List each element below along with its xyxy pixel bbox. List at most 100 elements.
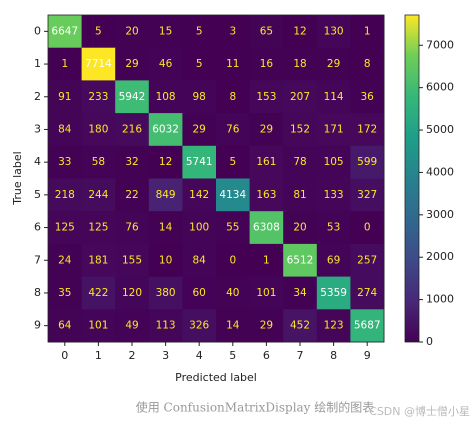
cell-label: 161 bbox=[256, 156, 276, 168]
cell bbox=[216, 309, 251, 343]
cell bbox=[115, 80, 150, 114]
y-tick-label: 7 bbox=[34, 253, 41, 266]
cell-label: 849 bbox=[156, 189, 176, 201]
cell bbox=[216, 113, 251, 147]
cell-label: 81 bbox=[293, 189, 306, 201]
colorbar bbox=[404, 14, 420, 343]
cell bbox=[350, 211, 385, 245]
cell bbox=[48, 80, 83, 114]
cell-label: 58 bbox=[92, 156, 105, 168]
cell-label: 171 bbox=[324, 123, 344, 135]
cell bbox=[283, 47, 318, 81]
cell-label: 14 bbox=[226, 320, 240, 332]
cell bbox=[350, 113, 385, 147]
cell bbox=[350, 15, 385, 49]
cell-label: 6032 bbox=[152, 123, 179, 135]
cell-label: 6308 bbox=[253, 222, 280, 234]
cell-label: 76 bbox=[226, 123, 240, 135]
y-tick-label: 6 bbox=[34, 221, 41, 234]
cell bbox=[182, 113, 217, 147]
cell bbox=[316, 145, 351, 179]
y-axis-title: True label bbox=[11, 151, 24, 205]
cell bbox=[148, 113, 183, 147]
cell bbox=[148, 243, 183, 278]
cell bbox=[249, 276, 284, 310]
cell bbox=[81, 243, 116, 278]
x-tick-label: 9 bbox=[364, 349, 371, 362]
y-tick-label: 5 bbox=[34, 188, 41, 201]
cell bbox=[316, 243, 351, 278]
cell-label: 22 bbox=[125, 189, 138, 201]
x-tick-label: 5 bbox=[229, 349, 236, 362]
cell-label: 125 bbox=[88, 222, 108, 234]
cell bbox=[148, 15, 183, 49]
cell bbox=[115, 145, 150, 179]
cell bbox=[81, 113, 116, 147]
cell-label: 380 bbox=[156, 287, 176, 299]
cell bbox=[182, 47, 217, 81]
colorbar-tick-label: 0 bbox=[426, 335, 433, 348]
x-tick-label: 4 bbox=[196, 349, 203, 362]
cell bbox=[81, 145, 116, 179]
cell-label: 10 bbox=[159, 254, 172, 266]
cell-label: 84 bbox=[193, 254, 207, 266]
cell-label: 163 bbox=[256, 189, 276, 201]
cell bbox=[249, 211, 284, 245]
cell-label: 327 bbox=[357, 189, 377, 201]
y-tick-label: 4 bbox=[34, 155, 41, 168]
cell-label: 24 bbox=[58, 254, 72, 266]
cell bbox=[283, 243, 318, 278]
cell-label: 108 bbox=[156, 91, 176, 103]
cell-label: 20 bbox=[125, 25, 138, 37]
x-tick-label: 7 bbox=[297, 349, 304, 362]
cell-label: 274 bbox=[357, 287, 377, 299]
cell bbox=[350, 145, 385, 179]
colorbar-tick-label: 6000 bbox=[426, 81, 454, 94]
cell-label: 8 bbox=[229, 91, 236, 103]
cell-label: 452 bbox=[290, 320, 310, 332]
cell bbox=[216, 211, 251, 245]
cell-label: 69 bbox=[327, 254, 340, 266]
cell-label: 216 bbox=[122, 123, 142, 135]
x-tick-label: 8 bbox=[330, 349, 337, 362]
cell-label: 422 bbox=[88, 287, 108, 299]
cell-label: 153 bbox=[256, 91, 276, 103]
cell-label: 11 bbox=[226, 58, 239, 70]
cell-label: 5 bbox=[229, 156, 236, 168]
cell-label: 5741 bbox=[186, 156, 213, 168]
plot-frame bbox=[47, 14, 385, 343]
cell-label: 32 bbox=[125, 156, 138, 168]
cell bbox=[249, 243, 284, 278]
cell bbox=[81, 309, 116, 343]
y-tick-label: 0 bbox=[34, 24, 41, 37]
cell bbox=[350, 80, 385, 114]
cell bbox=[182, 15, 217, 49]
cell bbox=[182, 145, 217, 179]
cell-label: 98 bbox=[193, 91, 206, 103]
cell bbox=[115, 113, 150, 147]
cell bbox=[249, 47, 284, 81]
cell-label: 4134 bbox=[219, 189, 246, 201]
cell-label: 172 bbox=[357, 123, 377, 135]
cell bbox=[283, 145, 318, 179]
cell-label: 6647 bbox=[51, 25, 78, 37]
cell bbox=[115, 47, 150, 81]
cell bbox=[350, 276, 385, 310]
cell-label: 0 bbox=[364, 222, 371, 234]
cell-label: 599 bbox=[357, 156, 377, 168]
cell bbox=[350, 243, 385, 278]
cell-label: 55 bbox=[226, 222, 239, 234]
cell-label: 5 bbox=[95, 25, 102, 37]
cell bbox=[115, 211, 150, 245]
cell-label: 76 bbox=[125, 222, 139, 234]
cell bbox=[283, 211, 318, 245]
cell-label: 100 bbox=[189, 222, 209, 234]
cell bbox=[216, 15, 251, 49]
cell-label: 5942 bbox=[119, 91, 146, 103]
colorbar-tick-label: 3000 bbox=[426, 208, 454, 221]
cell-label: 34 bbox=[293, 287, 307, 299]
cell-label: 133 bbox=[324, 189, 344, 201]
y-tick-label: 2 bbox=[34, 90, 41, 103]
cell bbox=[81, 80, 116, 114]
cell-label: 6512 bbox=[287, 254, 314, 266]
